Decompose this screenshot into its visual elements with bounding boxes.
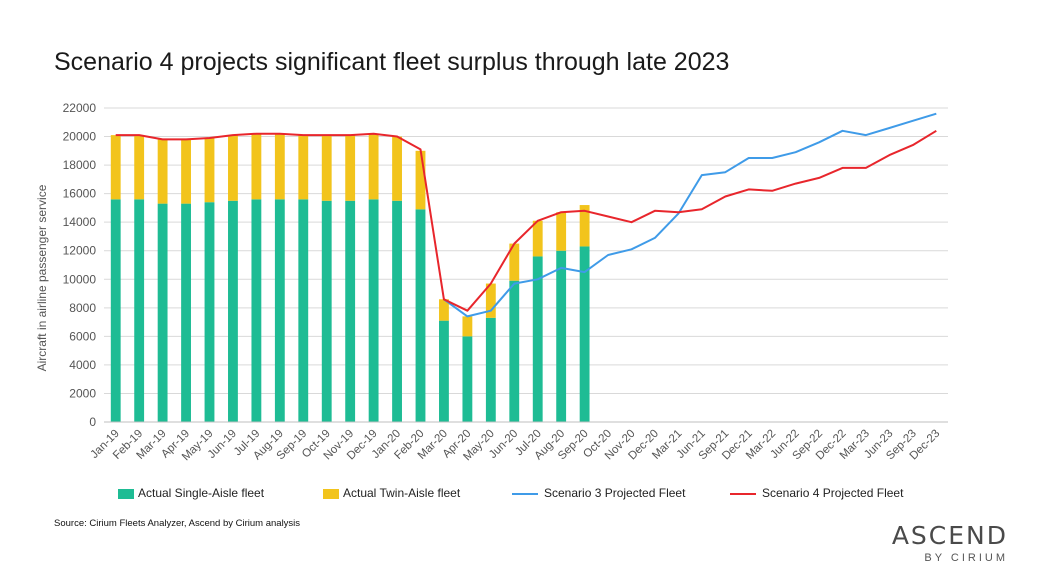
bar-single-aisle (274, 199, 285, 422)
legend-label-scenario-3: Scenario 3 Projected Fleet (544, 486, 686, 500)
source-note: Source: Cirium Fleets Analyzer, Ascend b… (54, 518, 301, 529)
bar-twin-aisle (532, 220, 543, 257)
bar-single-aisle (134, 199, 145, 422)
legend-item-twin-aisle: Actual Twin-Aisle fleet (323, 486, 460, 500)
y-tick-label: 12000 (63, 244, 97, 258)
bar-single-aisle (579, 246, 590, 422)
legend-item-scenario-4: Scenario 4 Projected Fleet (730, 486, 903, 500)
bar-twin-aisle (392, 136, 402, 201)
bar-twin-aisle (110, 135, 121, 200)
bar-twin-aisle (181, 139, 191, 204)
bar-twin-aisle (274, 133, 285, 200)
y-tick-label: 10000 (63, 272, 97, 286)
bar-twin-aisle (556, 212, 567, 251)
y-tick-label: 20000 (63, 130, 97, 144)
bar-twin-aisle (485, 283, 496, 318)
legend-swatch-scenario-3 (512, 492, 538, 495)
y-tick-label: 16000 (63, 187, 97, 201)
y-tick-label: 22000 (63, 101, 97, 115)
legend-item-single-aisle: Actual Single-Aisle fleet (118, 486, 264, 500)
y-axis-label: Aircraft in airline passenger service (35, 184, 49, 371)
legend-item-scenario-3: Scenario 3 Projected Fleet (512, 486, 685, 500)
legend-label-scenario-4: Scenario 4 Projected Fleet (762, 486, 904, 500)
axes: 0 2000 4000 6000 8000 10000 12000 14000 16000 180… (63, 101, 948, 463)
bar-single-aisle (251, 199, 262, 422)
bar-twin-aisle (251, 133, 262, 200)
bar-single-aisle (181, 203, 191, 422)
bar-twin-aisle (579, 205, 590, 247)
bar-twin-aisle (415, 150, 426, 210)
legend-swatch-scenario-4 (730, 492, 756, 495)
bar-twin-aisle (157, 139, 168, 204)
lines (115, 112, 937, 318)
ascend-logo: ASCEND BY CIRIUM (878, 521, 1008, 564)
bar-twin-aisle (228, 135, 238, 201)
y-tick-label: 8000 (69, 301, 96, 315)
bar-twin-aisle (321, 135, 332, 201)
bar-single-aisle (228, 200, 238, 422)
bars (110, 133, 590, 422)
bar-single-aisle (157, 203, 168, 422)
bar-single-aisle (532, 256, 543, 422)
bar-twin-aisle (204, 137, 215, 203)
y-tick-label: 14000 (63, 215, 97, 229)
legend-swatch-twin-aisle (323, 488, 339, 499)
bar-twin-aisle (509, 243, 520, 281)
bar-twin-aisle (368, 133, 379, 200)
line-scenario-3 (443, 112, 937, 318)
bar-single-aisle (345, 200, 356, 422)
y-tick-label: 6000 (69, 329, 96, 343)
bar-twin-aisle (439, 299, 449, 321)
logo-wordmark: ASCEND (891, 521, 1008, 550)
bar-single-aisle (462, 336, 473, 422)
y-tick-label: 18000 (63, 158, 97, 172)
bar-single-aisle (392, 200, 402, 422)
y-tick-label: 2000 (69, 386, 96, 400)
bar-twin-aisle (345, 135, 356, 201)
logo-subtitle: BY CIRIUM (924, 552, 1008, 564)
y-tick-label: 4000 (69, 358, 96, 372)
legend-label-single-aisle: Actual Single-Aisle fleet (138, 486, 265, 500)
bar-single-aisle (415, 209, 426, 422)
legend-swatch-single-aisle (118, 488, 134, 499)
bar-single-aisle (298, 199, 309, 422)
bar-single-aisle (321, 200, 332, 422)
line-scenario-4 (115, 129, 937, 312)
bar-twin-aisle (298, 135, 309, 200)
bar-single-aisle (368, 199, 379, 422)
legend-label-twin-aisle: Actual Twin-Aisle fleet (343, 486, 461, 500)
gridlines (104, 107, 948, 394)
chart-title: Scenario 4 projects significant fleet su… (54, 48, 730, 76)
y-tick-label: 0 (89, 415, 96, 429)
bar-single-aisle (204, 202, 215, 422)
bar-single-aisle (556, 250, 567, 422)
bar-single-aisle (485, 317, 496, 422)
bar-single-aisle (110, 199, 121, 422)
bar-twin-aisle (462, 316, 473, 337)
bar-twin-aisle (134, 135, 145, 200)
bar-single-aisle (509, 280, 520, 422)
bar-single-aisle (439, 320, 449, 422)
